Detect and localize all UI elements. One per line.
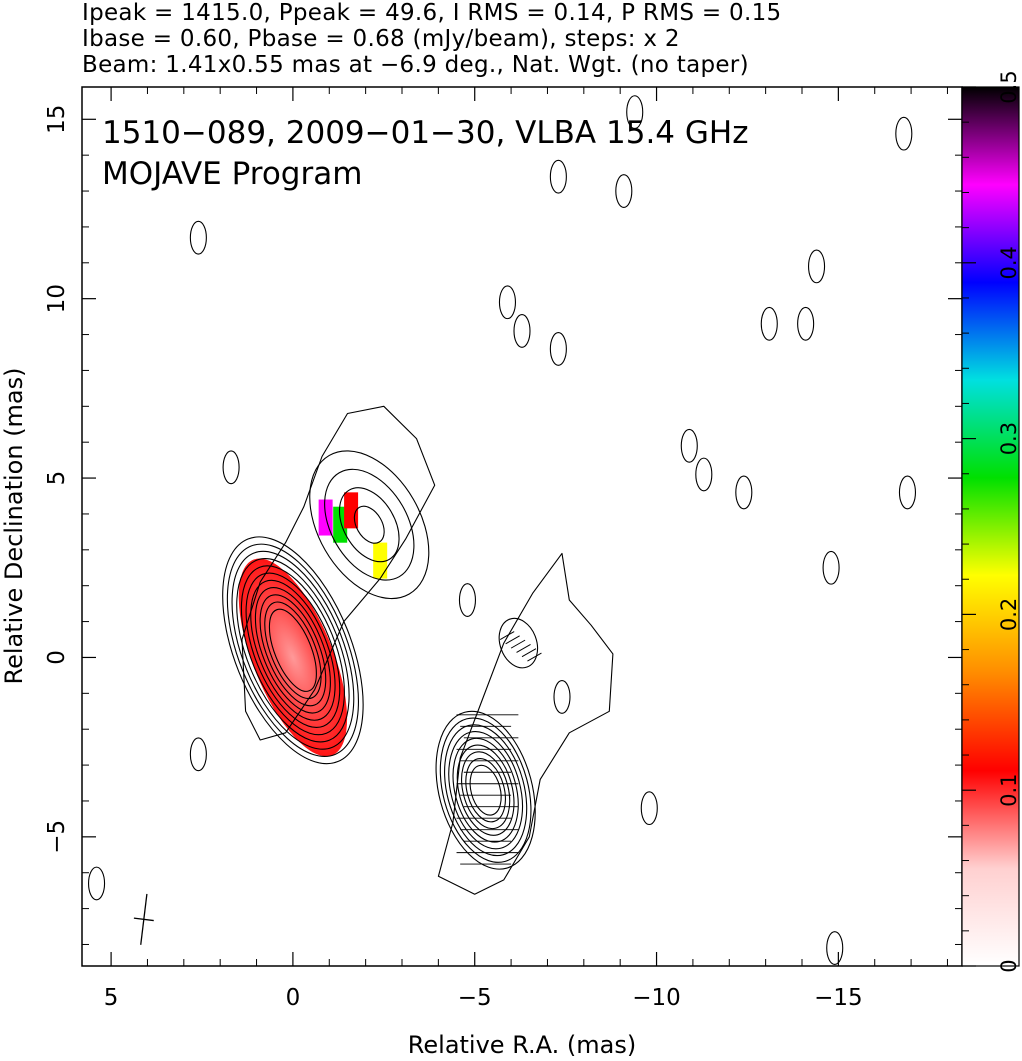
contour-core — [259, 594, 327, 707]
polarization-vector — [510, 639, 526, 649]
outer-contour-2 — [437, 552, 614, 895]
polarization-vector — [527, 652, 542, 662]
x-tick-label: 0 — [286, 985, 301, 1011]
y-axis-label: Relative Declination (mas) — [0, 367, 28, 684]
contour-core — [226, 543, 359, 757]
polarized-emission-patch — [333, 506, 348, 543]
y-tick-label: 15 — [44, 105, 70, 134]
y-tick-label: 5 — [44, 471, 70, 486]
noise-contour — [498, 285, 517, 320]
contour-southern-feature — [435, 710, 536, 870]
colorbar-tick-label: 0.2 — [997, 598, 1021, 631]
noise-contour — [458, 583, 477, 617]
noise-contour — [895, 116, 913, 151]
x-tick-label: 5 — [104, 985, 119, 1011]
contour-core — [236, 558, 350, 743]
noise-contour — [222, 450, 240, 485]
contour-core — [240, 565, 345, 736]
noise-contour — [513, 314, 531, 348]
noise-contour — [553, 680, 571, 714]
y-tick-label: 10 — [44, 284, 70, 313]
polarization-vector — [516, 643, 531, 653]
colorbar — [961, 86, 1020, 967]
contour-southern-feature — [444, 724, 528, 857]
contour-southern-feature — [448, 731, 523, 850]
noise-contour — [615, 174, 633, 208]
contour-core — [264, 601, 322, 700]
noise-contour — [640, 791, 658, 826]
polarized-emission-patch — [373, 542, 388, 579]
x-tick-label: −10 — [632, 985, 681, 1011]
header-line-3: Beam: 1.41x0.55 mas at −6.9 deg., Nat. W… — [82, 52, 749, 78]
contour-jet-knot — [338, 487, 400, 563]
contour-core — [250, 579, 336, 721]
x-tick-label: −5 — [458, 985, 492, 1011]
noise-contour — [695, 457, 713, 492]
contour-southern-feature — [452, 737, 519, 843]
polarized-emission-core — [238, 558, 348, 757]
colorbar-tick-label: 0 — [997, 959, 1021, 972]
noise-contour — [822, 550, 840, 585]
y-tick-label: −5 — [44, 820, 70, 854]
colorbar-tick-label: 0.4 — [997, 246, 1021, 279]
colorbar-tick-label: 0.3 — [997, 422, 1021, 455]
beam-marker — [133, 893, 154, 945]
chart-subtitle: MOJAVE Program — [102, 156, 362, 192]
contour-jet-knot — [309, 450, 430, 600]
noise-contour — [549, 159, 567, 194]
header-line-2: Ibase = 0.60, Pbase = 0.68 (mJy/beam), s… — [82, 26, 680, 52]
noise-contour — [626, 95, 644, 130]
contour-core — [268, 608, 317, 692]
noise-contour — [797, 306, 815, 341]
outer-contour-1 — [241, 405, 436, 741]
contour-jet-knot — [324, 468, 415, 581]
y-tick-label: 0 — [44, 650, 70, 665]
noise-contour — [807, 249, 826, 284]
header-line-1: Ipeak = 1415.0, Ppeak = 49.6, I RMS = 0.… — [82, 0, 782, 26]
noise-contour — [680, 428, 698, 463]
x-tick-label: −15 — [814, 985, 863, 1011]
contour-core — [245, 572, 341, 729]
contour-jet-knot — [353, 505, 385, 544]
colorbar-tick-label: 0.1 — [997, 773, 1021, 806]
contour-core — [254, 587, 331, 714]
contour-southern-feature — [469, 764, 502, 816]
chart-title: 1510−089, 2009−01−30, VLBA 15.4 GHz — [102, 115, 748, 151]
contour-southern-feature — [461, 751, 511, 830]
contour-hatched-patch — [498, 617, 539, 669]
noise-contour — [87, 866, 106, 901]
colorbar-tick-label: 0.5 — [997, 70, 1021, 103]
polarization-vector — [505, 635, 520, 645]
noise-contour — [189, 220, 207, 255]
noise-contour — [189, 737, 207, 772]
noise-contour — [760, 306, 778, 341]
noise-contour — [826, 931, 844, 965]
contour-southern-feature — [439, 717, 532, 863]
noise-contour — [549, 331, 567, 366]
noise-contour — [898, 475, 917, 510]
x-axis-label: Relative R.A. (mas) — [408, 1031, 636, 1059]
noise-contour — [735, 475, 753, 510]
contour-core — [222, 536, 364, 765]
polarization-vector — [521, 648, 537, 658]
polarization-vector — [499, 631, 515, 640]
